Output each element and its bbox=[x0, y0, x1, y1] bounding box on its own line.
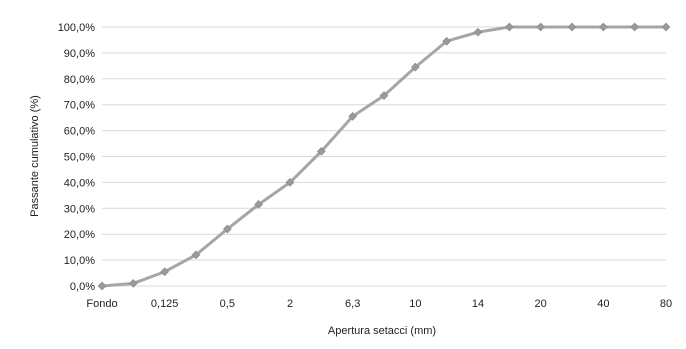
x-tick-label: 0,125 bbox=[151, 298, 179, 310]
data-point bbox=[191, 250, 201, 260]
data-point bbox=[598, 22, 608, 32]
y-tick-label: 70,0% bbox=[64, 100, 95, 112]
data-point bbox=[567, 22, 577, 32]
x-tick-label: 6,3 bbox=[345, 298, 360, 310]
y-tick-label: 80,0% bbox=[64, 74, 95, 86]
y-tick-label: 50,0% bbox=[64, 152, 95, 164]
data-point bbox=[254, 200, 264, 209]
data-point bbox=[97, 281, 107, 291]
y-tick-label: 20,0% bbox=[64, 229, 95, 241]
series-points bbox=[97, 22, 671, 291]
y-axis-ticks: 0,0% 10,0% 20,0% 30,0% 40,0% 50,0% 60,0% 70,0% 8… bbox=[58, 22, 96, 293]
x-tick-label: Fondo bbox=[86, 298, 117, 310]
x-tick-label: 2 bbox=[287, 298, 293, 310]
data-point bbox=[661, 22, 671, 32]
data-point bbox=[410, 62, 420, 72]
data-point bbox=[379, 91, 389, 101]
x-tick-label: 20 bbox=[535, 298, 547, 310]
x-tick-label: 40 bbox=[597, 298, 609, 310]
y-tick-label: 10,0% bbox=[64, 255, 95, 267]
x-axis-title: Apertura setacci (mm) bbox=[328, 325, 436, 337]
y-tick-label: 40,0% bbox=[64, 177, 95, 189]
data-point bbox=[348, 111, 358, 121]
x-tick-label: 80 bbox=[660, 298, 672, 310]
y-tick-label: 100,0% bbox=[58, 22, 96, 34]
y-tick-label: 0,0% bbox=[70, 281, 95, 293]
data-point bbox=[473, 27, 483, 37]
data-point bbox=[536, 22, 546, 32]
data-point bbox=[128, 279, 138, 288]
data-point bbox=[630, 22, 640, 32]
data-point bbox=[442, 36, 452, 46]
data-point bbox=[285, 178, 295, 187]
x-tick-label: 0,5 bbox=[220, 298, 235, 310]
grid-lines bbox=[102, 26, 666, 287]
data-point bbox=[504, 22, 514, 32]
x-axis-ticks: Fondo 0,125 0,5 2 6,3 10 14 20 40 80 bbox=[86, 298, 672, 310]
data-point bbox=[316, 146, 326, 156]
x-tick-label: 14 bbox=[472, 298, 484, 310]
data-point bbox=[160, 267, 170, 277]
data-point bbox=[222, 224, 232, 234]
y-axis-title: Passante cumulativo (%) bbox=[29, 95, 41, 217]
y-tick-label: 30,0% bbox=[64, 203, 95, 215]
y-tick-label: 60,0% bbox=[64, 126, 95, 138]
y-tick-label: 90,0% bbox=[64, 48, 95, 60]
x-tick-label: 10 bbox=[409, 298, 421, 310]
